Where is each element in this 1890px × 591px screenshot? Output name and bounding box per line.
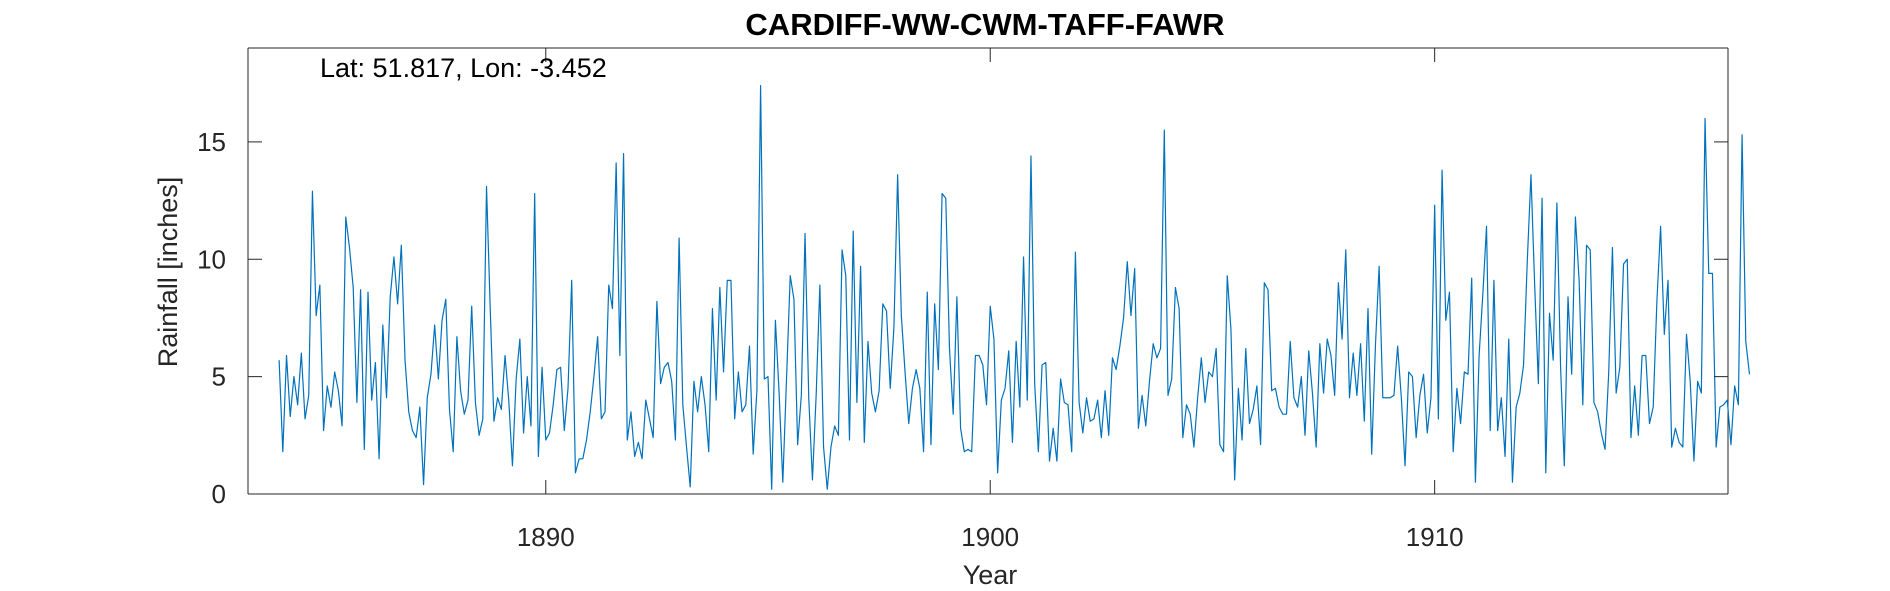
tick-marks	[248, 48, 1728, 495]
location-annotation: Lat: 51.817, Lon: -3.452	[320, 53, 607, 83]
y-tick-label: 15	[197, 127, 226, 157]
y-tick-label: 0	[212, 479, 226, 509]
y-axis-label: Rainfall [inches]	[153, 177, 183, 368]
y-tick-label: 10	[197, 244, 226, 274]
rainfall-series-line	[278, 84, 1751, 490]
x-axis-label: Year	[963, 560, 1018, 590]
x-tick-label: 1890	[517, 522, 575, 552]
chart-title: CARDIFF-WW-CWM-TAFF-FAWR	[745, 7, 1224, 42]
x-tick-label: 1900	[961, 522, 1019, 552]
tick-labels: 1890 1900 1910 0 5 10 15	[197, 127, 1464, 552]
y-tick-label: 5	[212, 362, 226, 392]
x-tick-label: 1910	[1406, 522, 1464, 552]
